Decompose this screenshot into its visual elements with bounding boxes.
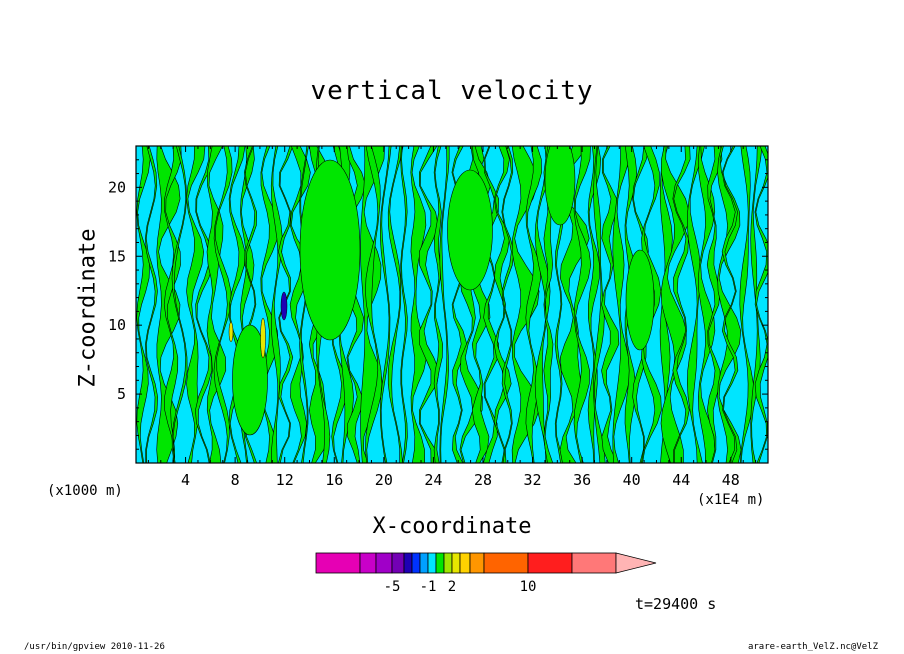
colorbar-swatch — [435, 552, 445, 574]
contour-band-positive — [493, 146, 512, 463]
colorbar-tick-label: 2 — [448, 579, 456, 595]
contour-band-positive — [554, 146, 564, 463]
colorbar-swatch — [527, 552, 573, 574]
contour-band-positive — [260, 146, 279, 463]
colorbar-swatch — [469, 552, 485, 574]
contour-band-positive — [587, 146, 602, 463]
contour-band-positive — [277, 146, 294, 463]
contour-band-positive — [559, 146, 590, 463]
chart-title: vertical velocity — [310, 76, 594, 106]
colorbar-swatch — [451, 552, 461, 574]
contour-patch-positive — [299, 159, 361, 341]
colorbar-tick-label: -5 — [384, 579, 401, 595]
contour-band-positive — [511, 146, 540, 463]
colorbar: -5 -1 2 10 — [315, 552, 657, 595]
contour-band-positive — [365, 146, 383, 463]
x-tick-label: 40 — [623, 471, 641, 489]
contour-patch-positive — [625, 249, 655, 351]
time-label: t=29400 s — [635, 595, 717, 613]
strong-updraft-cell — [228, 321, 234, 343]
x-tick-label: 44 — [672, 471, 690, 489]
colorbar-swatch — [419, 552, 429, 574]
contour-band-positive — [672, 146, 691, 463]
contour-band-positive — [543, 146, 554, 463]
colorbar-swatch — [375, 552, 393, 574]
contour-band-positive — [739, 146, 755, 463]
x-tick-label: 20 — [375, 471, 393, 489]
y-tick-label: 10 — [108, 316, 126, 334]
contour-band-positive — [156, 146, 181, 463]
x-tick-label: 48 — [722, 471, 740, 489]
x-tick-label: 12 — [276, 471, 294, 489]
colorbar-swatch — [391, 552, 405, 574]
colorbar-swatch — [571, 552, 617, 574]
x-tick-label: 36 — [573, 471, 591, 489]
x-tick-label: 8 — [231, 471, 240, 489]
colorbar-swatch — [359, 552, 377, 574]
contour-band-positive — [379, 146, 392, 463]
contour-patch-positive — [232, 324, 268, 436]
plot-area — [136, 146, 768, 463]
contour-band-positive — [387, 146, 404, 463]
x-tick-label: 16 — [325, 471, 343, 489]
colorbar-swatch — [459, 552, 471, 574]
y-tick-label: 5 — [117, 385, 126, 403]
contour-band-positive — [573, 146, 592, 463]
contour-band-positive — [534, 146, 554, 463]
colorbar-swatch — [403, 552, 413, 574]
colorbar-swatch — [411, 552, 421, 574]
contour-band-positive — [721, 146, 739, 463]
x-tick-label: 28 — [474, 471, 492, 489]
contour-band-positive — [686, 146, 705, 463]
colorbar-tick-label: -1 — [420, 579, 437, 595]
colorbar-tick-label: 10 — [520, 579, 537, 595]
colorbar-swatch — [427, 552, 437, 574]
strong-downdraft-cell — [280, 291, 288, 321]
contour-band-positive — [601, 146, 620, 463]
contour-band-positive — [697, 146, 716, 463]
contour-band-positive — [186, 146, 206, 463]
contour-band-positive — [501, 146, 515, 463]
x-tick-label: 32 — [524, 471, 542, 489]
strong-updraft-cell — [260, 317, 266, 359]
contour-band-positive — [206, 146, 227, 463]
x-tick-label: 4 — [181, 471, 190, 489]
x-axis-label: X-coordinate — [372, 514, 532, 539]
footer-command: /usr/bin/gpview 2010-11-26 — [24, 642, 165, 652]
contour-band-positive — [400, 146, 408, 463]
y-tick-label: 15 — [108, 247, 126, 265]
x-axis-unit-left: (x1000 m) — [47, 483, 123, 499]
colorbar-extension — [615, 552, 657, 574]
x-tick-label: 24 — [424, 471, 442, 489]
contour-band-positive — [410, 146, 427, 463]
contour-patch-positive — [544, 146, 576, 226]
contour-patch-positive — [447, 169, 493, 291]
colorbar-swatch — [315, 552, 361, 574]
contour-band-positive — [593, 146, 606, 463]
y-tick-label: 20 — [108, 178, 126, 196]
contour-band-positive — [439, 146, 450, 463]
contour-band-positive — [213, 146, 233, 463]
y-axis-label: Z-coordinate — [75, 228, 101, 388]
plot-frame — [135, 145, 769, 464]
contour-band-positive — [136, 146, 151, 463]
contour-band-positive — [171, 146, 188, 463]
colorbar-swatch — [443, 552, 453, 574]
contour-band-positive — [433, 146, 444, 463]
x-axis-unit-right: (x1E4 m) — [697, 492, 765, 508]
contour-band-positive — [612, 146, 632, 463]
contour-band-positive — [659, 146, 673, 463]
footer-variable: arare-earth_VelZ.nc@VelZ — [747, 642, 878, 652]
colorbar-swatch — [483, 552, 529, 574]
contour-band-positive — [144, 146, 159, 463]
